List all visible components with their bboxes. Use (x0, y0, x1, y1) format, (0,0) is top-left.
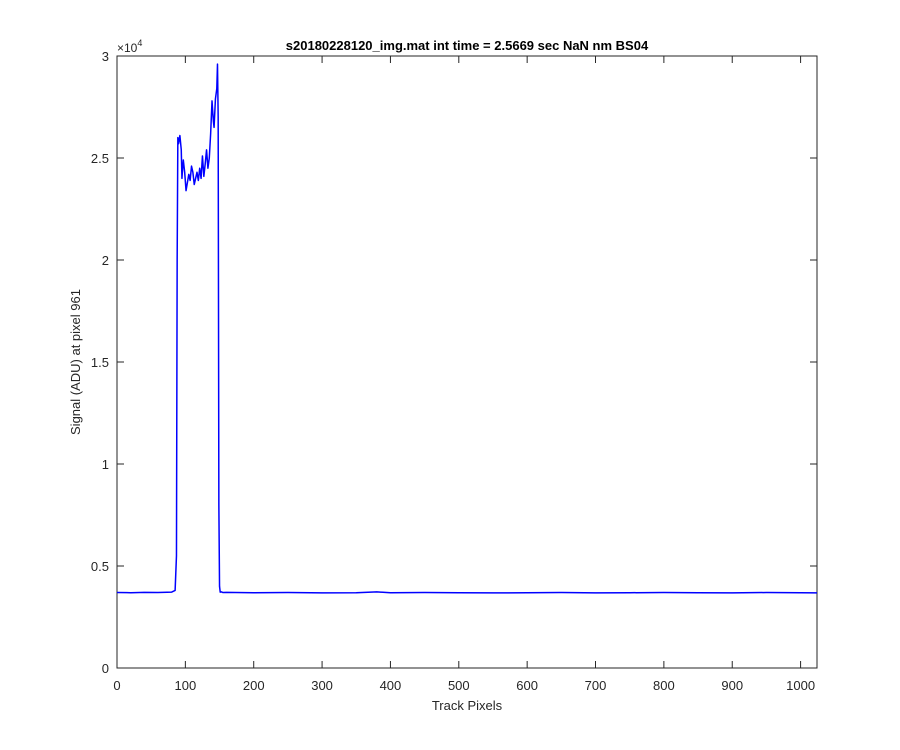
y-axis-exponent-base: ×10 (117, 41, 138, 55)
series-line (116, 63, 818, 594)
x-tick-label: 700 (585, 678, 607, 693)
x-axis-label: Track Pixels (432, 698, 503, 713)
y-tick-label: 3 (102, 49, 109, 64)
y-tick-label: 0 (102, 661, 109, 676)
x-tick-label: 500 (448, 678, 470, 693)
x-tick-label: 1000 (786, 678, 815, 693)
y-axis-exponent: ×104 (117, 38, 142, 55)
x-tick-label: 0 (113, 678, 120, 693)
x-tick-label: 100 (175, 678, 197, 693)
y-axis-label: Signal (ADU) at pixel 961 (68, 289, 83, 435)
x-tick-label: 800 (653, 678, 675, 693)
x-tick-label: 400 (380, 678, 402, 693)
y-tick-label: 1 (102, 457, 109, 472)
y-tick-label: 1.5 (91, 355, 109, 370)
x-tick-label: 300 (311, 678, 333, 693)
chart-title: s20180228120_img.mat int time = 2.5669 s… (286, 38, 649, 53)
x-tick-label: 900 (721, 678, 743, 693)
x-tick-label: 600 (516, 678, 538, 693)
plot-area (116, 55, 818, 669)
y-axis-exponent-power: 4 (137, 38, 142, 48)
y-axis-ticks: 0 0.5 1 1.5 2 2.5 3 (91, 49, 817, 676)
x-axis-ticks: 0 100 200 300 400 500 600 700 800 900 1000 (113, 56, 815, 693)
y-tick-label: 2 (102, 253, 109, 268)
y-tick-label: 2.5 (91, 151, 109, 166)
y-tick-label: 0.5 (91, 559, 109, 574)
x-tick-label: 200 (243, 678, 265, 693)
